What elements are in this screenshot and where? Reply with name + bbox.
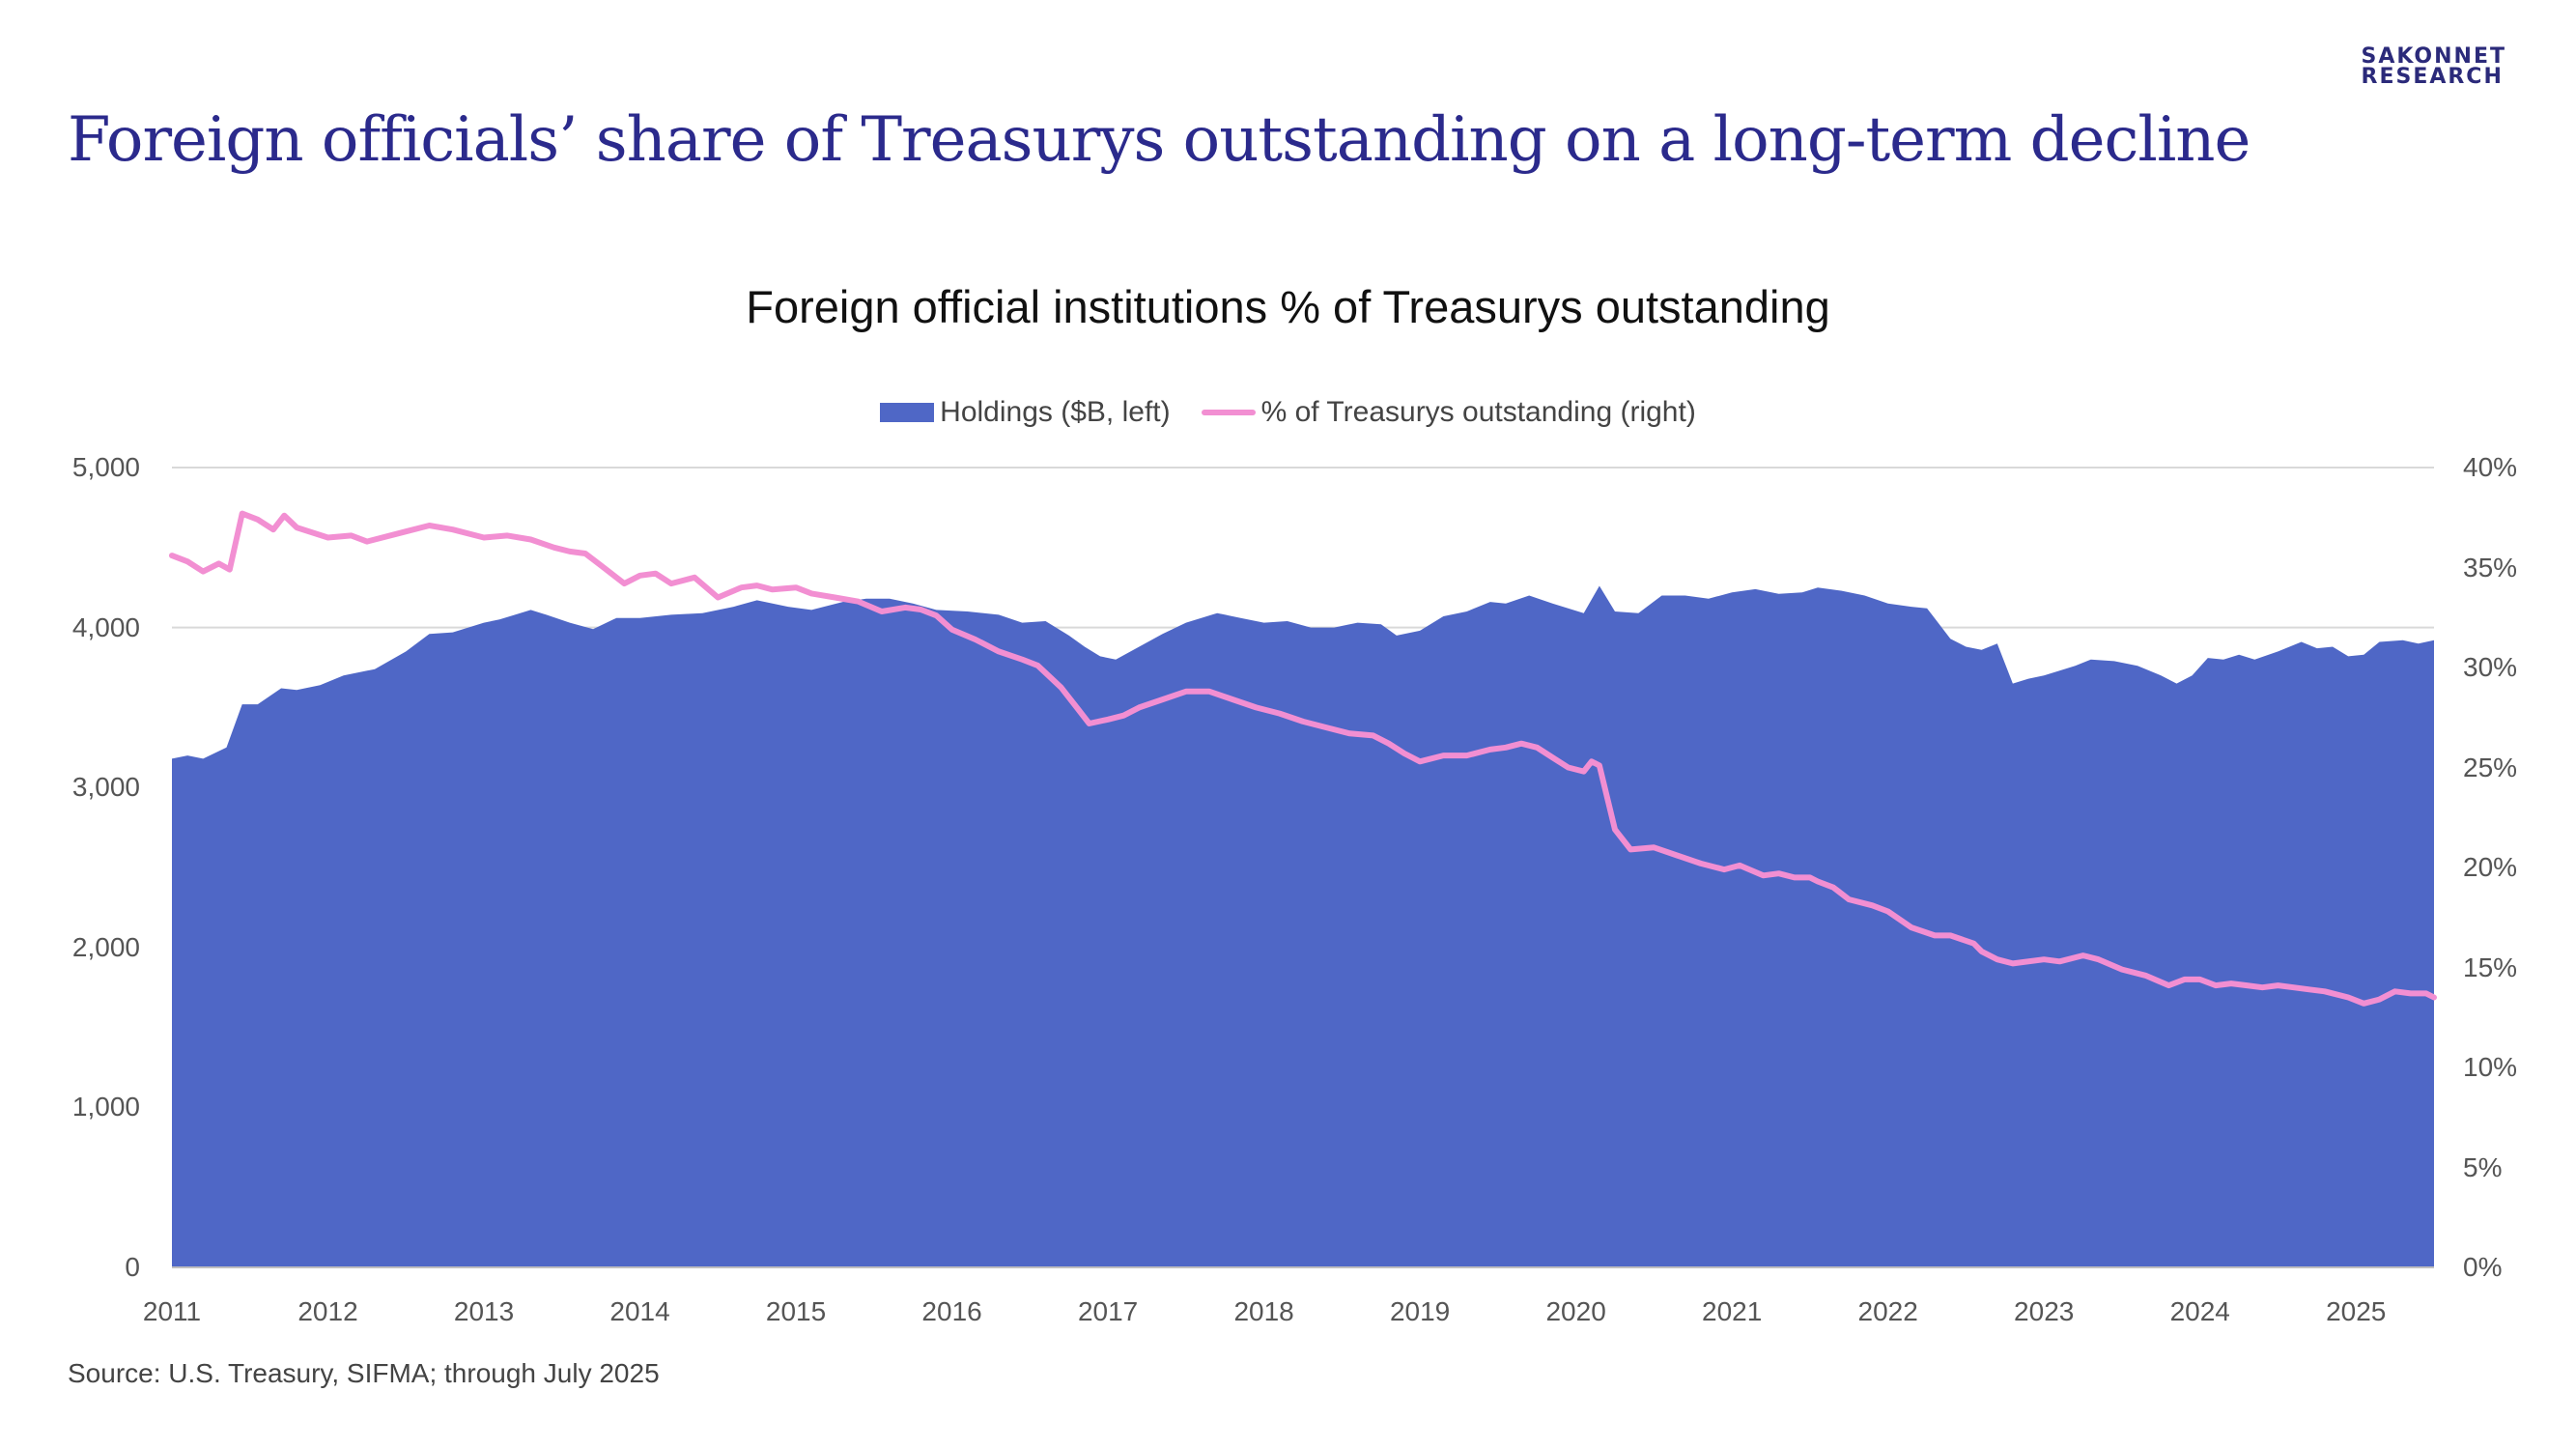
legend-swatch-line — [1201, 410, 1256, 415]
right-tick-20: 20% — [2463, 852, 2518, 882]
x-tick-2019: 2019 — [1389, 1296, 1451, 1326]
legend-item-holdings: Holdings ($B, left) — [880, 396, 1171, 429]
legend-swatch-area — [880, 403, 935, 422]
x-tick-2024: 2024 — [2169, 1296, 2230, 1326]
legend-label-share: % of Treasurys outstanding (right) — [1260, 396, 1696, 428]
x-tick-2020: 2020 — [1545, 1296, 1606, 1326]
chart-title: Foreign official institutions % of Treas… — [746, 281, 1830, 332]
x-tick-2018: 2018 — [1233, 1296, 1294, 1326]
right-tick-35: 35% — [2463, 552, 2518, 582]
legend-label-holdings: Holdings ($B, left) — [940, 396, 1171, 428]
left-tick-1000: 1,000 — [71, 1092, 140, 1122]
source-note: Source: U.S. Treasury, SIFMA; through Ju… — [68, 1358, 660, 1388]
left-tick-3000: 3,000 — [71, 772, 140, 803]
right-tick-30: 30% — [2463, 652, 2518, 682]
left-tick-5000: 5,000 — [71, 452, 140, 482]
x-tick-2023: 2023 — [2014, 1296, 2075, 1326]
logo-line-1: SAKONNET — [2361, 44, 2506, 69]
left-tick-4000: 4,000 — [71, 611, 140, 642]
x-tick-2021: 2021 — [1702, 1296, 1763, 1326]
x-tick-2017: 2017 — [1077, 1296, 1139, 1326]
right-tick-10: 10% — [2463, 1052, 2518, 1082]
chart-legend: Holdings ($B, left) % of Treasurys outst… — [0, 396, 2576, 429]
logo-line-2: RESEARCH — [2361, 65, 2504, 89]
x-tick-2025: 2025 — [2326, 1296, 2387, 1326]
brand-logo: SAKONNET RESEARCH — [2361, 44, 2507, 89]
x-tick-2013: 2013 — [453, 1296, 515, 1326]
right-tick-15: 15% — [2463, 952, 2518, 982]
x-tick-2016: 2016 — [921, 1296, 982, 1326]
right-tick-25: 25% — [2463, 752, 2518, 782]
right-tick-0: 0% — [2463, 1252, 2503, 1282]
x-tick-2012: 2012 — [297, 1296, 358, 1326]
x-tick-2014: 2014 — [609, 1296, 670, 1326]
x-tick-2011: 2011 — [142, 1296, 202, 1326]
share-line — [169, 510, 2437, 1007]
x-tick-2022: 2022 — [1857, 1296, 1918, 1326]
page-headline: Foreign officials’ share of Treasurys ou… — [68, 104, 2250, 176]
holdings-area — [172, 585, 2434, 1267]
right-tick-5: 5% — [2463, 1151, 2503, 1182]
x-tick-2015: 2015 — [765, 1296, 827, 1326]
left-tick-0: 0 — [125, 1252, 140, 1282]
right-tick-40: 40% — [2463, 452, 2518, 482]
legend-item-share: % of Treasurys outstanding (right) — [1201, 396, 1696, 429]
left-tick-2000: 2,000 — [71, 931, 140, 962]
